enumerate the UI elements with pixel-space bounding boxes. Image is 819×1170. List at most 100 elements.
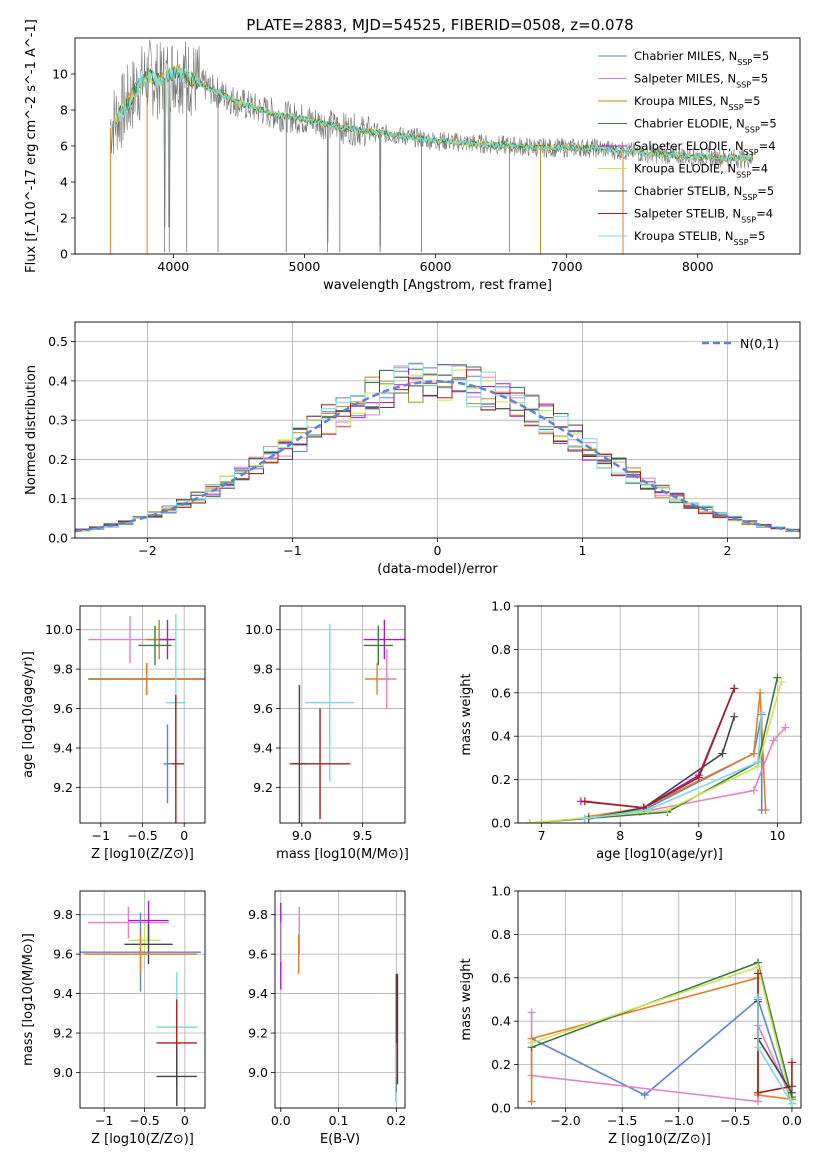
series-marker [749, 749, 758, 758]
series-marker [694, 773, 703, 782]
y-tick-label: 9.8 [53, 907, 73, 922]
series-marker [527, 1097, 536, 1106]
y-tick-label: 0.0 [48, 531, 68, 546]
x-tick-label: 8000 [682, 259, 714, 274]
y-axis-label: mass [log10(M/M⊙)] [21, 933, 36, 1066]
y-tick-label: 9.6 [53, 701, 73, 716]
x-tick-label: −0.5 [127, 828, 157, 843]
legend-item: Salpeter MILES, NSSP=5 [598, 72, 768, 90]
series-marker [730, 684, 739, 693]
x-tick-label: −1 [95, 1113, 113, 1128]
errorbar-point [88, 906, 169, 939]
errorbar-point [128, 924, 161, 957]
series-marker [663, 805, 672, 814]
y-tick-label: 9.2 [248, 1026, 268, 1041]
series-marker [527, 1008, 536, 1017]
y-axis-label: Normed distribution [24, 365, 39, 495]
y-tick-label: 9.6 [248, 947, 268, 962]
errorbar-point [377, 649, 397, 709]
errorbar-point [163, 724, 172, 804]
series-line-chabrier_stelib [588, 716, 735, 820]
errorbar-point [88, 663, 205, 695]
legend-label: Salpeter STELIB, NSSP=4 [634, 207, 773, 225]
x-tick-label: 10 [769, 828, 785, 843]
y-tick-label: 0.1 [48, 491, 68, 506]
y-tick-label: 0.2 [491, 772, 511, 787]
y-tick-label: 9.8 [53, 662, 73, 677]
series-marker [756, 688, 765, 697]
errorbar-point [138, 625, 172, 666]
model-spectrum-kroupa_stelib [115, 66, 753, 163]
axes-frame [74, 321, 801, 539]
plot-area [527, 958, 796, 1108]
x-axis-label: (data-model)/error [377, 562, 498, 577]
series-marker [787, 1099, 796, 1108]
legend-label: Kroupa STELIB, NSSP=5 [634, 229, 765, 247]
plot-area [88, 613, 205, 823]
axes-frame [274, 890, 406, 1109]
y-tick-label: 4 [60, 175, 68, 190]
series-marker [753, 758, 762, 767]
y-tick-label: 0 [60, 247, 68, 262]
y-tick-label: 0.3 [48, 413, 68, 428]
y-tick-label: 9.0 [53, 1065, 73, 1080]
x-tick-label: 1 [579, 543, 587, 558]
histogram-salpeter_stelib [75, 369, 800, 531]
axes-frame [517, 890, 802, 1109]
legend-label: Kroupa MILES, NSSP=5 [634, 94, 760, 112]
x-tick-label: −1.0 [664, 1113, 694, 1128]
series-marker [777, 677, 786, 686]
y-tick-label: 9.4 [53, 986, 73, 1001]
x-tick-label: 0 [180, 828, 188, 843]
x-axis-label: age [log10(age/yr)] [596, 847, 723, 862]
plot-area [289, 619, 405, 823]
errorbar-point [84, 934, 197, 974]
y-axis-label: age [log10(age/yr)] [21, 651, 36, 778]
y-tick-label: 0.8 [491, 642, 511, 657]
x-tick-label: 0.2 [386, 1113, 406, 1128]
y-tick-label: 0.0 [491, 1101, 511, 1116]
legend-label: Salpeter MILES, NSSP=5 [634, 72, 768, 90]
x-tick-label: −0.5 [129, 1113, 159, 1128]
legend-item: Chabrier ELODIE, NSSP=5 [598, 117, 777, 134]
series-line-kroupa_stelib [584, 712, 763, 820]
y-tick-label: 0.6 [491, 685, 511, 700]
panel-mass_vs_ebv: 0.0 0.1 0.2 9.0 9.2 9.4 9.6 9.8 E(B-V) [248, 890, 406, 1147]
legend: Chabrier MILES, NSSP=5 Salpeter MILES, NS… [598, 49, 777, 247]
series-marker [753, 993, 762, 1002]
y-tick-label: 0.6 [491, 970, 511, 985]
series-marker [773, 673, 782, 682]
plot-area [80, 900, 201, 1107]
plot-area [75, 362, 800, 533]
panel-age_vs_z: −1 −0.5 0 9.2 9.4 9.6 9.8 10.0 Z [log10(Z/Z⊙)] ag… [21, 605, 206, 862]
series-marker [640, 1090, 649, 1099]
y-tick-label: 0.5 [48, 334, 68, 349]
errorbar-point [363, 619, 405, 660]
y-tick-label: 9.8 [253, 662, 273, 677]
series-marker [718, 749, 727, 758]
y-tick-label: 10.0 [45, 622, 73, 637]
axes-frame [279, 605, 406, 824]
x-axis-label: Z [log10(Z/Z⊙)] [91, 1132, 194, 1147]
y-tick-label: 9.4 [53, 741, 73, 756]
series-marker [753, 969, 762, 978]
panel-mass_vs_z: −1 −0.5 0 9.0 9.2 9.4 9.6 9.8 Z [log10(Z/Z⊙)] mas… [21, 890, 206, 1147]
series-marker [580, 814, 589, 823]
y-tick-label: 9.6 [53, 947, 73, 962]
errorbar-point [305, 623, 355, 782]
y-tick-label: 1.0 [491, 884, 511, 899]
y-tick-label: 0.4 [491, 1014, 511, 1029]
series-line-chabrier_miles [531, 998, 793, 1104]
x-axis-label: E(B-V) [320, 1132, 360, 1147]
x-tick-label: 0.0 [782, 1113, 802, 1128]
panel-mass_weight_vs_z: −2.0 −1.5 −1.0 −0.5 0.0 0.0 0.2 0.4 0.6 0.8 1.0 Z [… [459, 884, 802, 1148]
plot-area [525, 673, 790, 823]
x-tick-label: −1 [92, 828, 110, 843]
y-tick-label: 9.2 [53, 1026, 73, 1041]
observed-spectrum-line [110, 39, 754, 248]
y-tick-label: 9.2 [253, 780, 273, 795]
series-marker [527, 1038, 536, 1047]
normal-reference-curve [75, 380, 800, 533]
series-marker [781, 723, 790, 732]
plot-area [280, 902, 399, 1103]
